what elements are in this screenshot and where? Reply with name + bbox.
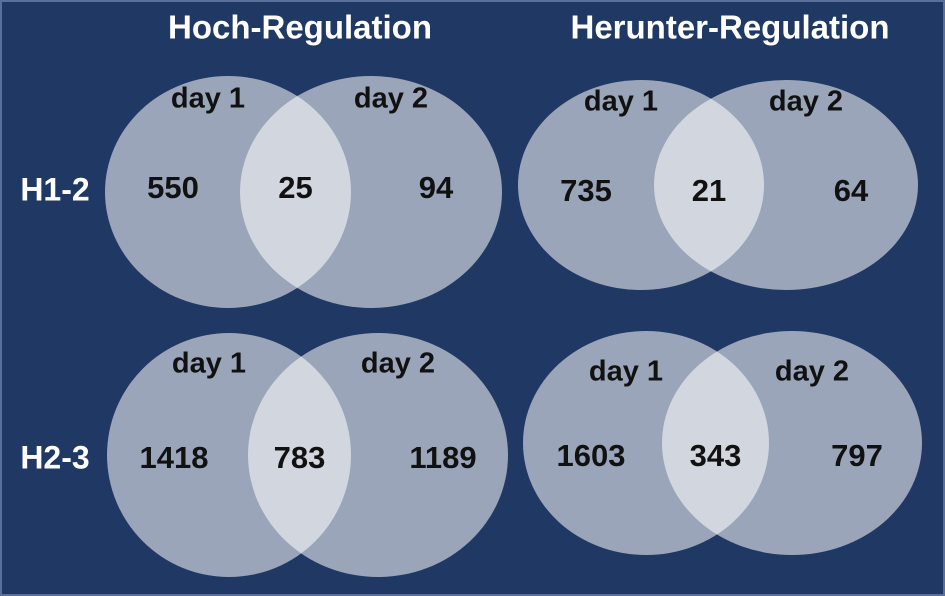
- count: 1418: [140, 440, 209, 475]
- count: 64: [834, 173, 869, 208]
- row-label: H1-2: [20, 171, 89, 207]
- venn-circle: [240, 76, 502, 308]
- set-label: day 2: [775, 356, 849, 388]
- venn-circle: [248, 333, 508, 577]
- set-label: day 1: [171, 83, 245, 115]
- count: 1189: [409, 440, 476, 475]
- venn-circle: [654, 80, 918, 290]
- count: 25: [278, 170, 312, 205]
- set-label: day 1: [584, 86, 658, 118]
- count: 797: [831, 438, 883, 473]
- count: 21: [692, 173, 726, 208]
- count: 550: [147, 170, 199, 205]
- column-title: Herunter-Regulation: [570, 9, 889, 46]
- count: 735: [560, 173, 612, 208]
- venn-group: day 1 day 2 550 25 94 day 1 day 2 735 21 64 day 1 d…: [105, 76, 922, 577]
- set-label: day 2: [354, 83, 428, 115]
- venn-circle: [662, 331, 922, 555]
- count: 1603: [557, 438, 626, 473]
- set-label: day 1: [172, 348, 246, 380]
- set-label: day 2: [769, 86, 843, 118]
- set-label: day 1: [589, 356, 663, 388]
- row-label: H2-3: [20, 439, 89, 475]
- set-label: day 2: [361, 348, 435, 380]
- count: 343: [690, 438, 742, 473]
- count: 94: [419, 170, 454, 205]
- count: 783: [274, 440, 326, 475]
- column-title: Hoch-Regulation: [168, 9, 432, 46]
